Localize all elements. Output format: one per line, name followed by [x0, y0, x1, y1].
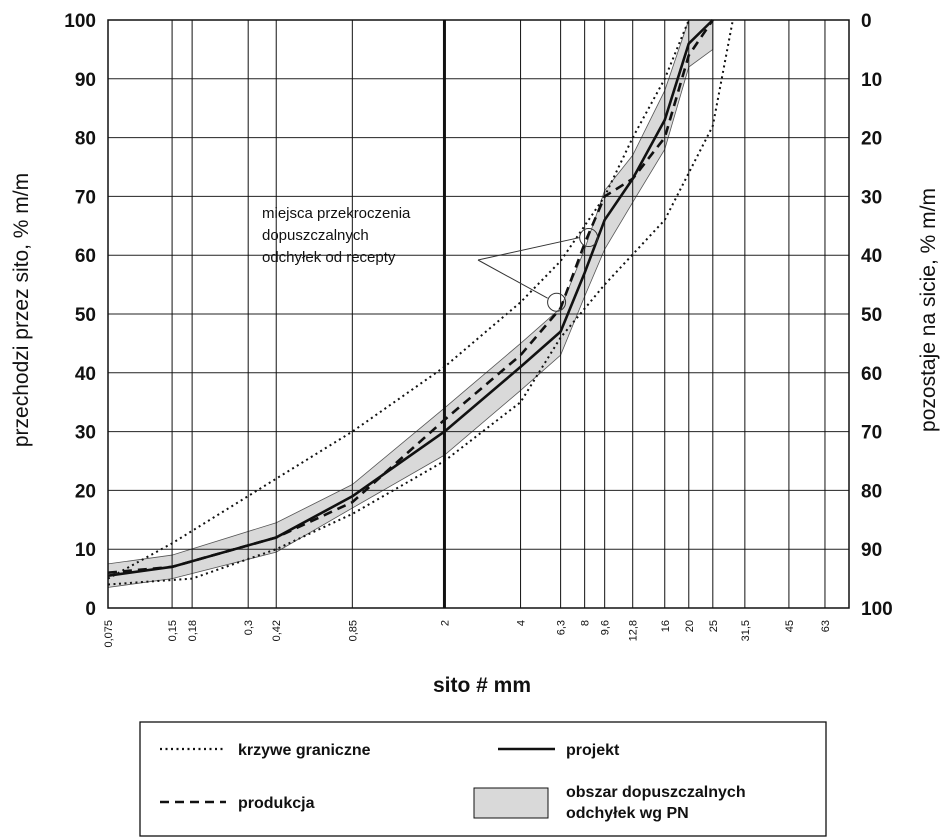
y-tick-right-20: 20: [861, 129, 882, 150]
x-tick-31,5: 31,5: [740, 620, 752, 641]
legend-swatch-band: [473, 787, 549, 819]
x-tick-0,15: 0,15: [167, 620, 179, 641]
y-tick-right-80: 80: [861, 481, 882, 502]
x-tick-0,075: 0,075: [103, 620, 115, 648]
y-tick-right-50: 50: [861, 305, 882, 326]
tolerance-band: [107, 19, 714, 588]
x-tick-45: 45: [784, 620, 796, 632]
y-tick-left-90: 90: [75, 70, 96, 91]
y-tick-right-30: 30: [861, 187, 882, 208]
legend: krzywe graniczne projekt produkcja obsza…: [139, 721, 827, 837]
y-tick-right-60: 60: [861, 364, 882, 385]
y-tick-right-40: 40: [861, 246, 882, 267]
x-tick-63: 63: [820, 620, 832, 632]
annotation-circle-1: [547, 292, 567, 312]
y-tick-right-0: 0: [861, 11, 872, 32]
annotation-layer: [477, 228, 599, 312]
x-tick-2: 2: [439, 620, 451, 626]
x-tick-25: 25: [708, 620, 720, 632]
y-tick-left-50: 50: [75, 305, 96, 326]
x-tick-0,85: 0,85: [347, 620, 359, 641]
y-tick-right-100: 100: [861, 599, 893, 620]
legend-frame: [139, 721, 827, 837]
legend-label-band-line2: odchyłek wg PN: [566, 805, 689, 822]
y-tick-left-30: 30: [75, 423, 96, 444]
x-tick-20: 20: [684, 620, 696, 632]
y-tick-left-20: 20: [75, 481, 96, 502]
y-axis-title-left: przechodzi przez sito, % m/m: [10, 173, 33, 447]
series-projekt-2: [107, 19, 714, 577]
x-tick-9,6: 9,6: [600, 620, 612, 635]
y-tick-left-80: 80: [75, 129, 96, 150]
tolerance-band-layer: [107, 19, 714, 588]
y-tick-right-70: 70: [861, 423, 882, 444]
y-tick-left-100: 100: [64, 11, 96, 32]
x-tick-8: 8: [580, 620, 592, 626]
series-krzywe-graniczne-0: [107, 19, 734, 586]
x-tick-0,3: 0,3: [243, 620, 255, 635]
series-produkcja-3: [107, 19, 714, 575]
y-tick-left-60: 60: [75, 246, 96, 267]
grid-layer: [107, 19, 850, 609]
x-tick-12,8: 12,8: [628, 620, 640, 641]
y-tick-left-0: 0: [85, 599, 96, 620]
y-tick-left-10: 10: [75, 540, 96, 561]
legend-label-projekt: projekt: [566, 742, 620, 759]
x-tick-6,3: 6,3: [556, 620, 568, 635]
x-tick-0,18: 0,18: [187, 620, 199, 641]
plot-frame: [107, 19, 850, 609]
annotation-arrow-1: [477, 259, 548, 299]
x-axis-title: sito # mm: [433, 674, 531, 697]
annotation-line-2: dopuszczalnych: [262, 227, 369, 244]
y-tick-right-90: 90: [861, 540, 882, 561]
annotation-line-1: miejsca przekroczenia: [262, 205, 411, 222]
legend-label-krzywe-graniczne: krzywe graniczne: [238, 742, 371, 759]
annotation-arrow-0: [477, 237, 580, 261]
series-layer: [107, 19, 734, 586]
y-tick-right-10: 10: [861, 70, 882, 91]
x-tick-0,42: 0,42: [271, 620, 283, 641]
x-tick-16: 16: [660, 620, 672, 632]
series-krzywe-graniczne-1: [107, 19, 690, 580]
annotation-line-3: odchyłek od recepty: [262, 249, 396, 266]
y-axis-title-right: pozostaje na sicie, % m/m: [917, 188, 940, 432]
y-tick-left-70: 70: [75, 187, 96, 208]
legend-label-produkcja: produkcja: [238, 795, 315, 812]
y-tick-left-40: 40: [75, 364, 96, 385]
legend-label-band-line1: obszar dopuszczalnych: [566, 784, 746, 801]
x-tick-4: 4: [516, 620, 528, 626]
annotation-text: miejsca przekroczenia dopuszczalnych odc…: [262, 205, 411, 266]
